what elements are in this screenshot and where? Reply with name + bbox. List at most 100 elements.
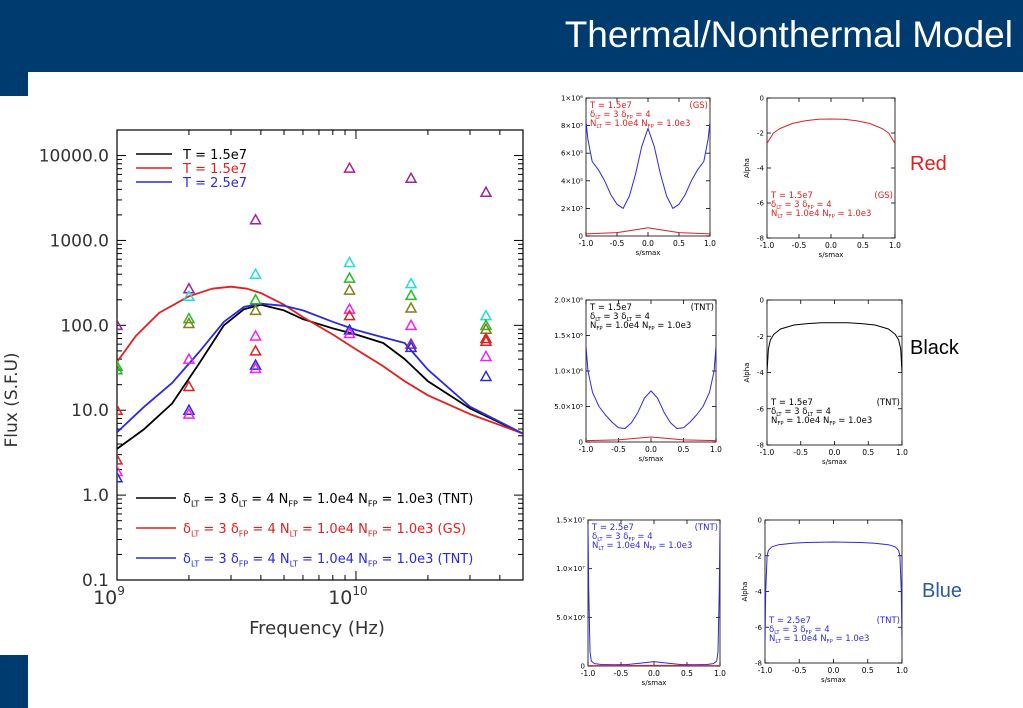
- y-tick-label: -6: [757, 200, 765, 208]
- x-tick-label: 1.0: [704, 239, 716, 248]
- x-tick-label: -1.0: [760, 241, 775, 250]
- x-tick-label: 0.0: [645, 445, 657, 454]
- series-group: [117, 161, 523, 483]
- x-axis-label: s/smax: [636, 249, 661, 257]
- side-label-black: Black: [910, 337, 959, 359]
- header-accent: [0, 72, 28, 96]
- y-tick-label: -8: [757, 235, 764, 243]
- series-group: [588, 524, 720, 666]
- x-tick-label: 1.0: [714, 669, 726, 678]
- series-line-1: [586, 436, 716, 442]
- x-tick-label: 0.5: [673, 239, 685, 248]
- y-tick-label: 0: [579, 439, 583, 447]
- data-marker: [182, 289, 196, 302]
- plot-frame: [116, 129, 524, 581]
- x-tick-label: -0.5: [792, 666, 807, 675]
- x-tick-label: 0.5: [862, 448, 874, 457]
- series-line-0: [765, 541, 902, 646]
- data-marker: [343, 309, 356, 321]
- x-tick-label: -0.5: [611, 445, 626, 454]
- data-marker: [249, 344, 262, 356]
- x-tick-label: 1010: [328, 584, 367, 609]
- data-marker: [117, 471, 124, 483]
- page-title: Thermal/Nonthermal Model: [564, 14, 1013, 55]
- y-tick-label: 1.5×10⁶: [554, 332, 583, 340]
- x-axis-label: s/smax: [822, 458, 847, 466]
- y-tick-label: -4: [757, 165, 765, 173]
- annotation-line: T = 1.5e7: [589, 101, 632, 111]
- data-marker: [182, 352, 196, 364]
- data-marker: [343, 161, 356, 173]
- annotation-line: δLT = 3 δFP = 4: [769, 625, 830, 636]
- y-axis-label: Flux (S.F.U): [2, 352, 22, 447]
- data-marker: [404, 171, 418, 184]
- y-tick-label: 2.0×10⁶: [554, 297, 583, 305]
- data-marker: [343, 283, 356, 295]
- series-line-0: [586, 121, 710, 209]
- data-marker: [479, 349, 493, 362]
- x-tick-label: -1.0: [579, 445, 594, 454]
- y-axis-label: Alpha: [743, 363, 751, 383]
- data-marker: [249, 358, 262, 370]
- panel-flux-blue-tnt: 0 5.0×10⁶ 1.0×10⁷ 1.5×10⁷ -1.0 -0.5 0.0 0.5 1.0 s…: [556, 517, 726, 688]
- annotation-line: δLT = 3 δLT = 4: [590, 312, 650, 323]
- annotation-tag: (TNT): [691, 303, 714, 313]
- x-tick-label: 0.5: [857, 241, 869, 250]
- x-axis-label: s/smax: [821, 676, 846, 684]
- data-marker: [182, 312, 196, 324]
- annotation-line: T = 1.5e7: [770, 191, 813, 201]
- data-marker: [117, 464, 124, 477]
- x-tick-label: -0.5: [793, 448, 808, 457]
- series-line-1: [586, 227, 710, 235]
- data-marker: [117, 359, 124, 371]
- y-tick-label: 5.0×10⁶: [556, 614, 585, 622]
- x-tick-label: 1.0: [896, 666, 908, 675]
- y-tick-label: -2: [757, 333, 764, 341]
- series-line-0: [767, 118, 895, 144]
- y-tick-label: 1.0: [82, 486, 109, 506]
- y-tick-label: 1.0×10⁷: [556, 565, 585, 573]
- series-line-1: [117, 285, 523, 435]
- data-marker: [182, 380, 196, 392]
- y-tick-label: 0: [758, 517, 762, 525]
- y-tick-label: 100.0: [60, 316, 109, 336]
- annotation-line: T = 1.5e7: [589, 303, 632, 313]
- y-tick-label: 0: [760, 297, 764, 305]
- annotation-line: δLT = 3 δFP = 4: [592, 532, 653, 543]
- data-marker: [343, 255, 356, 268]
- y-tick-label: 10.0: [71, 401, 109, 421]
- legend-label: δLT = 3 δFP = 4 NLT = 1.0e4 NFP = 1.0e3 …: [183, 552, 473, 568]
- data-marker: [404, 337, 418, 349]
- data-marker: [404, 301, 418, 313]
- annotation-line: NLT = 1.0e4 NFP = 1.0e3: [771, 209, 871, 220]
- data-marker: [343, 327, 356, 339]
- series-group: [586, 121, 710, 235]
- annotation-tag: (TNT): [877, 398, 900, 408]
- data-marker: [343, 323, 356, 335]
- series-group: [765, 541, 902, 646]
- y-tick-label: -4: [757, 369, 765, 377]
- y-tick-label: 4×10⁵: [561, 177, 583, 185]
- x-tick-label: 0.0: [648, 669, 660, 678]
- x-axis-label: Frequency (Hz): [249, 618, 385, 639]
- x-tick-label: -1.0: [758, 666, 773, 675]
- x-axis-label: s/smax: [642, 679, 667, 687]
- x-tick-label: 0.0: [825, 241, 837, 250]
- annotation-tag: (TNT): [695, 523, 718, 533]
- y-tick-label: -8: [757, 442, 764, 450]
- series-line-0: [586, 346, 716, 429]
- y-axis-label: Alpha: [743, 158, 751, 178]
- annotation-tag: (GS): [874, 191, 893, 201]
- y-tick-label: 1.5×10⁷: [556, 517, 585, 525]
- panel-alpha-blue-tnt: 0 -2 -4 -6 -8-1.0 -0.5 0.0 0.5 1.0 s/smax Alpha T =…: [741, 517, 908, 685]
- y-tick-label: -6: [757, 405, 765, 413]
- data-marker: [249, 213, 262, 225]
- y-tick-label: -2: [755, 552, 762, 560]
- side-label-blue: Blue: [922, 580, 963, 602]
- panel-flux-black-tnt: 0 5.0×10⁵ 1.0×10⁶ 1.5×10⁶ 2.0×10⁶ -1.0 -0.5 0.0…: [554, 297, 722, 464]
- x-axis-label: s/smax: [819, 251, 844, 259]
- y-tick-label: 0: [579, 233, 583, 241]
- data-marker: [182, 403, 196, 415]
- data-marker: [479, 331, 493, 344]
- data-marker: [404, 340, 418, 353]
